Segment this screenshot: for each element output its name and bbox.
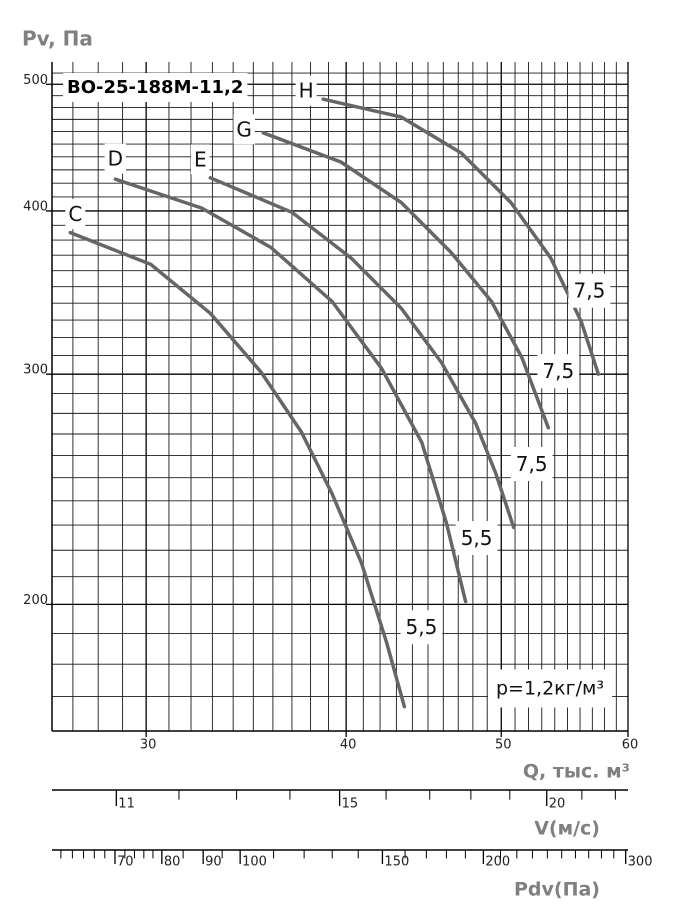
label-background: [65, 199, 86, 230]
curve: [208, 176, 516, 530]
curve-label: H: [299, 79, 314, 103]
tick-label: 300: [628, 855, 653, 870]
power-label: 7,5: [574, 279, 606, 303]
curve-label: G: [236, 117, 252, 141]
label-background: [295, 75, 317, 106]
curve: [113, 177, 468, 604]
y-axis-label: Pv, Па: [22, 27, 93, 51]
axis-label: Pdv(Па): [514, 879, 600, 901]
label-background: [400, 610, 443, 645]
power-label: 5,5: [406, 615, 438, 639]
x-tick-label: 50: [495, 738, 512, 753]
label-background: [455, 521, 498, 556]
y-tick-label: 300: [23, 363, 48, 378]
curve-label: D: [108, 147, 123, 171]
tick-label: 100: [242, 855, 267, 870]
curve-label: C: [68, 202, 82, 226]
annotation: p=1,2кг/м³: [496, 678, 604, 700]
chart-title: ВО-25-188М-11,2: [67, 77, 243, 98]
axis-label: V(м/с): [534, 818, 600, 840]
power-label: 7,5: [516, 452, 548, 476]
label-background: [63, 73, 248, 102]
tick-label: 200: [485, 855, 510, 870]
y-tick-label: 500: [23, 73, 48, 88]
y-tick-label: 400: [23, 199, 48, 214]
label-background: [537, 354, 580, 389]
curve: [261, 131, 551, 430]
curve-label: E: [194, 147, 207, 171]
x-tick-label: 60: [622, 738, 639, 753]
tick-label: 70: [117, 855, 134, 870]
label-background: [104, 143, 127, 174]
power-label: 7,5: [542, 359, 574, 383]
tick-label: 15: [342, 797, 359, 812]
y-tick-label: 200: [23, 593, 48, 608]
curve: [68, 230, 407, 709]
tick-label: 80: [164, 855, 181, 870]
label-background: [510, 446, 553, 481]
label-background: [487, 669, 613, 708]
label-background: [568, 273, 611, 308]
curve: [321, 97, 601, 376]
tick-label: 90: [205, 855, 222, 870]
label-background: [233, 114, 255, 145]
x-tick-label: 30: [140, 738, 157, 753]
tick-label: 20: [549, 797, 566, 812]
tick-label: 150: [384, 855, 409, 870]
label-background: [190, 144, 210, 175]
power-label: 5,5: [461, 526, 493, 550]
tick-label: 11: [118, 797, 135, 812]
x-tick-label: 40: [340, 738, 357, 753]
x-axis-label: Q, тыс. м³: [523, 761, 630, 783]
